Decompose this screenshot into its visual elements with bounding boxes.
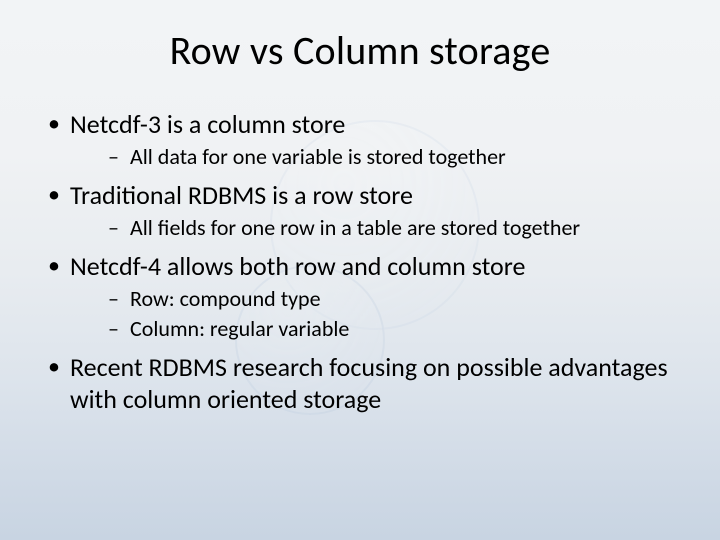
sub-bullet-item: Row: compound type xyxy=(70,285,676,313)
bullet-text: Traditional RDBMS is a row store xyxy=(70,179,413,211)
bullet-text: Netcdf-4 allows both row and column stor… xyxy=(70,250,525,282)
bullet-item: Recent RDBMS research focusing on possib… xyxy=(44,352,676,415)
bullet-item: Netcdf-4 allows both row and column stor… xyxy=(44,251,676,342)
sub-bullet-item: Column: regular variable xyxy=(70,315,676,343)
slide-title: Row vs Column storage xyxy=(44,26,676,75)
sub-bullet-list: Row: compound type Column: regular varia… xyxy=(70,285,676,342)
sub-bullet-list: All fields for one row in a table are st… xyxy=(70,214,676,242)
bullet-text: Netcdf-3 is a column store xyxy=(70,108,345,140)
sub-bullet-item: All fields for one row in a table are st… xyxy=(70,214,676,242)
sub-bullet-text: Column: regular variable xyxy=(130,315,349,342)
bullet-item: Netcdf-3 is a column store All data for … xyxy=(44,109,676,170)
slide: Row vs Column storage Netcdf-3 is a colu… xyxy=(0,0,720,540)
sub-bullet-item: All data for one variable is stored toge… xyxy=(70,143,676,171)
sub-bullet-text: Row: compound type xyxy=(130,285,321,312)
sub-bullet-text: All fields for one row in a table are st… xyxy=(130,214,580,241)
bullet-text: Recent RDBMS research focusing on possib… xyxy=(70,351,668,415)
bullet-list: Netcdf-3 is a column store All data for … xyxy=(44,109,676,416)
bullet-item: Traditional RDBMS is a row store All fie… xyxy=(44,180,676,241)
sub-bullet-text: All data for one variable is stored toge… xyxy=(130,143,506,170)
sub-bullet-list: All data for one variable is stored toge… xyxy=(70,143,676,171)
